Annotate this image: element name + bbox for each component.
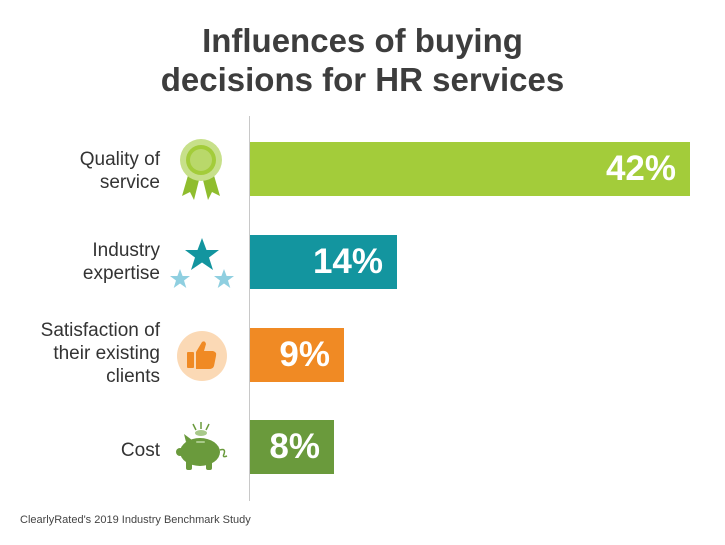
category-label-line: Satisfaction of — [40, 320, 160, 341]
bar-2 — [250, 328, 344, 382]
bar-3 — [250, 420, 334, 474]
category-label-line: Industry — [92, 240, 160, 261]
category-label-line: clients — [106, 366, 160, 387]
category-label-quality-of-service: Quality of service — [10, 148, 160, 194]
category-axis-line — [249, 116, 250, 501]
category-label-line: expertise — [82, 263, 160, 284]
thumbs-up-icon — [177, 331, 227, 381]
award-ribbon-icon — [180, 139, 222, 200]
category-label-satisfaction: Satisfaction of their existing clients — [10, 319, 160, 388]
category-label-line: Cost — [120, 440, 160, 461]
bar-0 — [250, 142, 690, 196]
piggy-bank-icon — [176, 422, 228, 470]
category-label-industry-expertise: Industry expertise — [10, 239, 160, 285]
source-note: ClearlyRated's 2019 Industry Benchmark S… — [20, 514, 251, 526]
category-label-cost: Cost — [10, 439, 160, 462]
chart-title-line-1: Influences of buying — [202, 22, 523, 59]
bar-value-label-3: 8% — [269, 427, 320, 466]
bar-value-label-2: 9% — [279, 335, 330, 374]
bar-value-label-0: 42% — [605, 149, 676, 188]
category-label-line: their existing — [53, 343, 160, 364]
bar-value-label-1: 14% — [312, 242, 383, 281]
category-label-line: Quality of — [79, 149, 160, 170]
chart-title-line-2: decisions for HR services — [160, 61, 565, 98]
bar-1 — [250, 235, 397, 289]
stars-icon — [170, 238, 234, 288]
category-label-line: service — [99, 172, 160, 193]
